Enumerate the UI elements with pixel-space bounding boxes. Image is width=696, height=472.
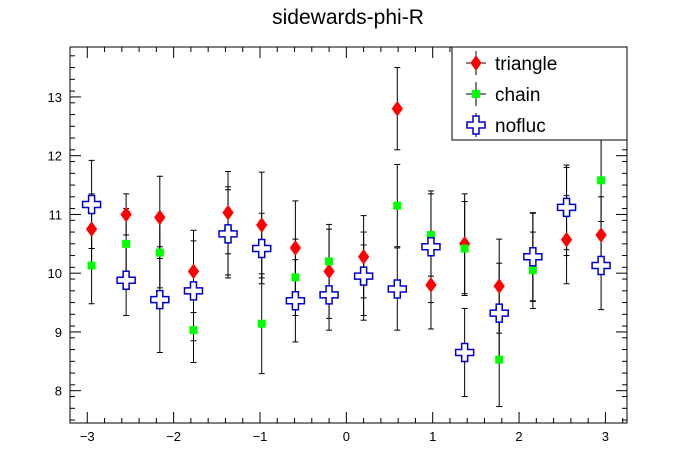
triangle-point	[289, 240, 302, 256]
y-tick-label: 8	[55, 384, 62, 399]
triangle-point	[323, 263, 335, 280]
nofluc-point	[81, 194, 102, 215]
triangle-point	[595, 227, 607, 243]
y-tick-label: 13	[48, 90, 62, 105]
chain-point	[426, 231, 435, 239]
nofluc-point	[387, 279, 408, 299]
chain-point	[597, 176, 606, 185]
y-tick-label: 12	[48, 149, 62, 164]
y-tick-label: 10	[48, 266, 62, 281]
triangle-point	[493, 278, 505, 294]
chain-point	[189, 326, 198, 335]
triangle-point	[154, 209, 166, 226]
chain-point	[528, 266, 537, 275]
x-tick-label: −1	[253, 429, 268, 444]
legend-marker-nofluc	[466, 115, 486, 135]
nofluc-point	[454, 342, 475, 363]
x-tick-label: 2	[515, 429, 522, 444]
chart-title: sidewards-phi-R	[272, 6, 424, 29]
chain-point	[495, 355, 504, 364]
chain-point	[155, 248, 164, 257]
x-tick-label: 0	[343, 429, 350, 444]
legend-label-nofluc: nofluc	[495, 116, 546, 137]
chain-point	[257, 319, 266, 328]
x-tick-label: −2	[166, 429, 181, 444]
nofluc-point	[353, 266, 374, 286]
chain-point	[122, 239, 131, 248]
chain-point	[291, 273, 300, 282]
triangle-point	[187, 263, 200, 280]
triangle-point	[120, 206, 132, 223]
triangle-point	[222, 204, 234, 221]
chain-point	[393, 201, 402, 210]
nofluc-point	[218, 224, 238, 244]
x-tick-label: 1	[429, 429, 436, 444]
chain-point	[87, 261, 96, 270]
nofluc-point	[421, 237, 441, 257]
triangle-point	[85, 221, 98, 237]
y-tick-label: 11	[49, 207, 63, 222]
chain-point	[325, 257, 334, 266]
x-tick-label: −3	[80, 429, 95, 444]
triangle-point	[357, 248, 370, 265]
chain-point	[460, 244, 469, 253]
y-tick-label: 9	[55, 325, 62, 340]
nofluc-point	[523, 246, 543, 267]
triangle-point	[560, 231, 573, 248]
plot-frame	[69, 46, 628, 424]
nofluc-point	[285, 291, 306, 311]
triangle-point	[391, 100, 403, 117]
nofluc-point	[251, 238, 272, 259]
triangle-point	[256, 217, 268, 233]
legend-items: triangle chain nofluc	[466, 51, 557, 137]
legend-label-triangle: triangle	[495, 54, 557, 75]
legend-marker-triangle	[470, 55, 482, 71]
triangle-point	[425, 277, 437, 293]
data-markers	[81, 100, 611, 364]
legend: triangle chain nofluc	[451, 46, 628, 141]
nofluc-point	[116, 270, 136, 290]
nofluc-point	[319, 285, 339, 305]
legend-marker-chain	[472, 90, 480, 98]
legend-label-chain: chain	[495, 85, 540, 106]
nofluc-point	[489, 303, 509, 323]
nofluc-point	[591, 255, 611, 276]
nofluc-point	[556, 197, 577, 218]
nofluc-point	[150, 289, 170, 310]
nofluc-point	[183, 281, 204, 301]
x-tick-label: 3	[602, 429, 609, 444]
